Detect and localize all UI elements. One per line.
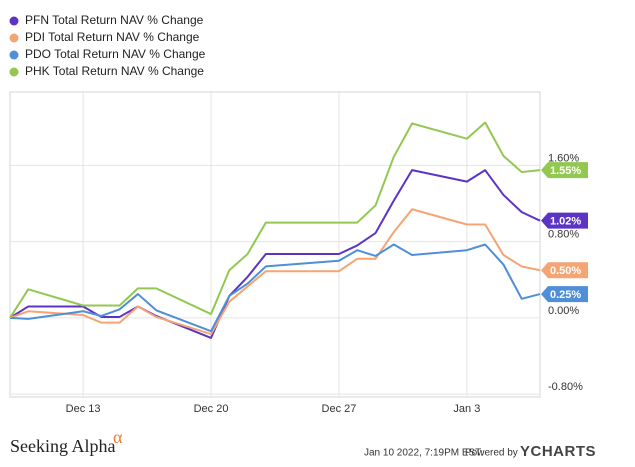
x-tick-label: Dec 20 <box>194 403 229 415</box>
powered-by: Powered by <box>465 448 518 459</box>
legend-label: PFN Total Return NAV % Change <box>25 13 204 27</box>
timestamp: Jan 10 2022, 7:19PM EST. <box>364 448 483 459</box>
end-label-tag <box>541 162 588 179</box>
x-tick-label: Dec 13 <box>66 403 101 415</box>
legend-label: PDI Total Return NAV % Change <box>25 30 200 44</box>
y-tick-label: 0.00% <box>548 305 579 317</box>
series-line <box>9 169 541 339</box>
end-label-tag <box>541 212 588 229</box>
end-label: 0.25% <box>550 289 581 301</box>
end-label: 1.55% <box>550 165 581 177</box>
legend-marker <box>9 16 19 26</box>
legend-label: PHK Total Return NAV % Change <box>25 64 204 78</box>
legend-marker <box>9 50 19 60</box>
series-line <box>9 208 541 336</box>
legend-marker <box>9 33 19 43</box>
series-line <box>9 243 541 333</box>
legend-marker <box>9 67 19 77</box>
y-tick-label: 1.60% <box>548 152 579 164</box>
plot-area <box>9 91 541 398</box>
series-line <box>9 121 541 319</box>
x-tick-label: Dec 27 <box>322 403 357 415</box>
legend-label: PDO Total Return NAV % Change <box>25 47 206 61</box>
y-tick-label: -0.80% <box>548 381 583 393</box>
end-label-tag <box>541 286 588 303</box>
brand-symbol: α <box>113 427 123 447</box>
end-label: 0.50% <box>550 265 581 277</box>
y-tick-label: 0.80% <box>548 229 579 241</box>
end-label: 1.02% <box>550 216 581 228</box>
brand: Seeking Alpha <box>10 436 116 456</box>
x-tick-label: Jan 3 <box>453 403 480 415</box>
ycharts-logo: YCHARTS <box>520 443 596 460</box>
end-label-tag <box>541 262 588 279</box>
